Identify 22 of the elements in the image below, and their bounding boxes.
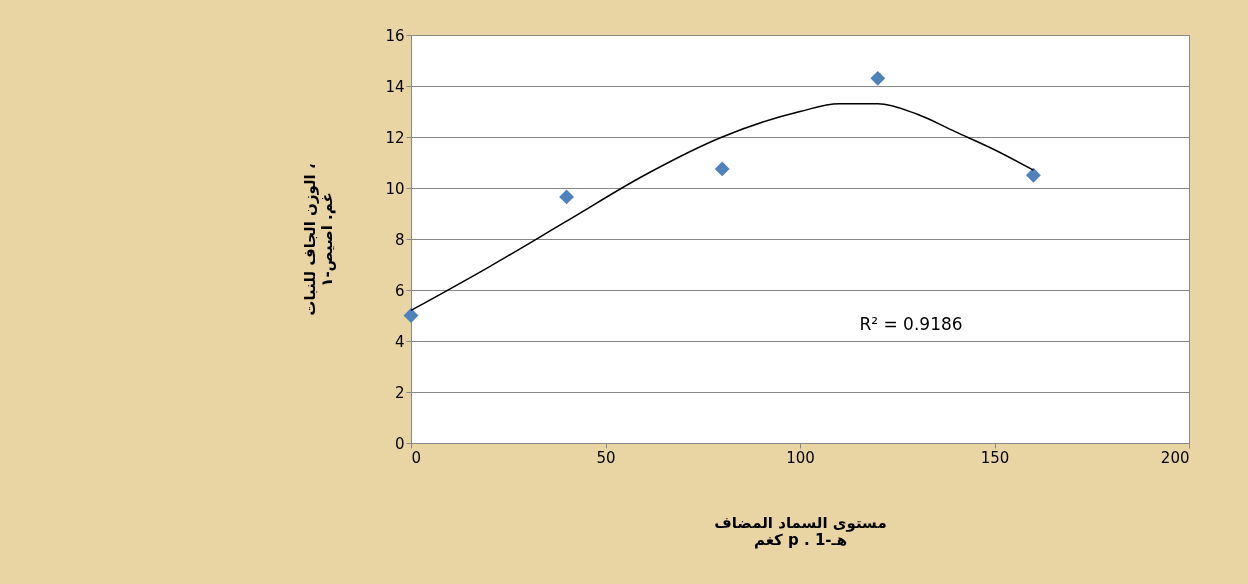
point bbox=[1025, 167, 1041, 183]
y-tick-label: 6 bbox=[394, 281, 405, 300]
point bbox=[559, 189, 575, 205]
y-tick-label: 2 bbox=[394, 383, 405, 402]
y-tick-label: 16 bbox=[385, 26, 405, 45]
text: الوزن الجاف للنبات ، bbox=[301, 163, 320, 316]
y-tick-label: 8 bbox=[394, 230, 405, 249]
text: مستوى السماد المضاف bbox=[714, 513, 887, 532]
y-tick-label: 0 bbox=[394, 434, 405, 453]
y-tick-label: 10 bbox=[385, 179, 405, 198]
x-tick-label: 100 bbox=[786, 448, 815, 467]
point bbox=[870, 70, 886, 86]
y-tick-label: 12 bbox=[385, 128, 405, 147]
y-tick-label: 14 bbox=[385, 77, 405, 96]
point bbox=[714, 161, 730, 177]
annotation: R² = 0.9186 bbox=[859, 314, 963, 334]
y-tick-label: 4 bbox=[394, 332, 405, 351]
x-tick-label: 50 bbox=[596, 448, 616, 467]
x-tick-label: 200 bbox=[1160, 448, 1190, 467]
x-tick-label: 0 bbox=[411, 448, 422, 467]
text: غم. اصيص-١ bbox=[318, 192, 337, 287]
x-tick-label: 150 bbox=[980, 448, 1010, 467]
